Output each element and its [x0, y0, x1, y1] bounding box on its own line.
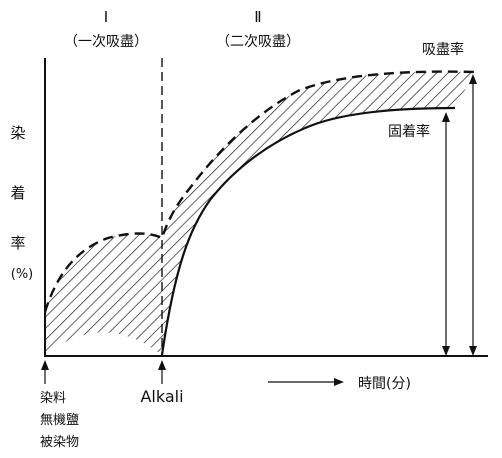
y-axis-unit: (%) — [11, 267, 34, 282]
time-arrow — [268, 378, 344, 386]
phase2-label: （二次吸盡） — [216, 34, 300, 50]
phase1-numeral: Ⅰ — [104, 8, 108, 26]
exhaustion-curve — [43, 70, 476, 313]
x-axis-label: 時間(分) — [358, 376, 411, 392]
fixation-curve — [160, 106, 456, 356]
exhaustion-rate-label: 吸盡率 — [422, 41, 464, 58]
fixation-height-arrow — [442, 112, 450, 356]
start-label-fabric: 被染物 — [40, 435, 79, 450]
gap-hatched-area — [45, 71, 475, 355]
y-axis-char-2: 着 — [10, 184, 25, 202]
phase2-numeral: Ⅱ — [254, 8, 261, 26]
start-label-salt: 無機鹽 — [40, 413, 79, 428]
y-axis-char-3: 率 — [10, 234, 25, 252]
start-up-arrow — [41, 360, 49, 384]
exhaustion-height-arrow — [469, 74, 477, 356]
phase1-label: （一次吸盡） — [64, 34, 148, 50]
alkali-label: Alkali — [140, 387, 183, 406]
y-axis-char-1: 染 — [10, 124, 25, 142]
alkali-up-arrow — [158, 360, 166, 384]
start-label-dye: 染料 — [40, 391, 66, 406]
fixation-rate-label: 固着率 — [388, 123, 430, 140]
